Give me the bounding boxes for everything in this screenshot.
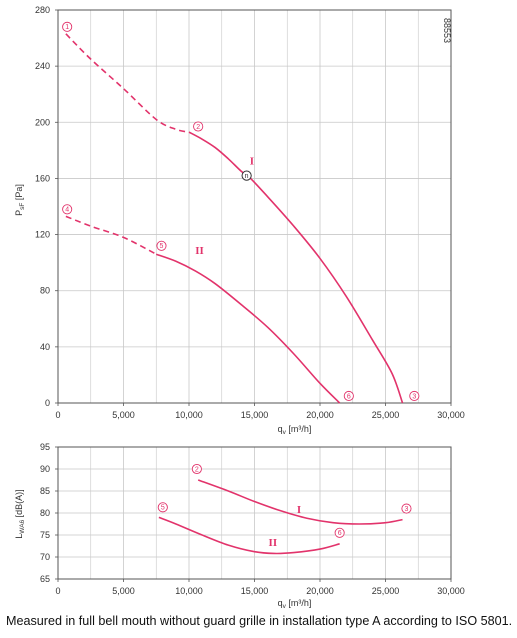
pressure-chart: 0 5,000 10,000 15,000 20,000 25,000 30,000 0 40 8… [14,5,465,436]
curve-label: I [297,504,301,516]
series-I-line [188,131,404,404]
y-tick-label: 80 [40,286,50,296]
point-marker-label: 5 [160,243,164,250]
point-marker-label: 4 [65,207,69,214]
x-tick-label: 30,000 [437,410,465,420]
point-marker-circle [409,390,420,402]
x-tick-label: 15,000 [241,410,269,420]
point-marker-circle [62,204,73,215]
x-tick-label: 20,000 [306,586,334,596]
x-tick-label: 0 [55,410,60,420]
series-II-line [158,516,340,555]
series-I-dashed [65,33,190,133]
y-tick-label: 280 [35,5,50,15]
point-marker-label: 2 [196,124,200,131]
point-marker-label: 5 [161,505,165,512]
series-I-line [197,479,403,525]
point-marker-label: 3 [412,393,416,400]
point-marker-circle [62,21,73,32]
x-tick-label: 25,000 [372,410,400,420]
y-tick-label: 90 [40,464,50,474]
y-tick-label: 75 [40,530,50,540]
curve-label: II [195,245,204,257]
y-tick-label: 70 [40,552,50,562]
x-tick-label: 25,000 [372,586,400,596]
point-marker-circle [334,527,345,538]
y-tick-label: 200 [35,117,50,127]
y-tick-label: 0 [45,398,50,408]
point-marker-label: 3 [405,506,409,513]
x-tick-label: 15,000 [241,586,269,596]
point-marker-circle [156,240,167,251]
y-tick-label: 85 [40,486,50,496]
y-axis-title: PsF [Pa] [14,184,26,216]
operating-point-label: n [245,173,249,180]
point-marker-circle [343,390,354,402]
x-tick-label: 30,000 [437,586,465,596]
y-tick-label: 120 [35,230,50,240]
y-tick-label: 160 [35,173,50,183]
x-tick-label: 0 [55,586,60,596]
x-tick-label: 10,000 [175,586,203,596]
point-marker-label: 6 [347,393,351,400]
series-II-dashed [65,215,157,255]
curve-label: I [250,155,254,167]
point-marker-circle [401,503,412,514]
sound-chart: 0 5,000 10,000 15,000 20,000 25,000 30,0006570… [14,442,465,610]
point-marker-circle [157,502,168,513]
x-tick-label: 5,000 [112,410,135,420]
point-marker-label: 1 [65,24,69,31]
x-axis-title: qv [m³/h] [278,424,312,436]
y-axis-title: LWA6 [dB(A)] [14,489,26,538]
caption: Measured in full bell mouth without guar… [6,614,513,628]
series-II-line [155,253,341,404]
point-marker-circle [193,121,204,132]
y-tick-label: 40 [40,342,50,352]
x-axis-title: qv [m³/h] [278,598,312,610]
y-tick-label: 95 [40,442,50,452]
operating-point [241,170,252,181]
x-tick-label: 20,000 [306,410,334,420]
y-tick-label: 65 [40,574,50,584]
point-marker-circle [191,463,202,475]
point-marker-label: 6 [338,530,342,537]
curve-label: II [269,537,278,549]
point-marker-label: 2 [195,466,199,473]
x-tick-label: 5,000 [112,586,135,596]
x-tick-label: 10,000 [175,410,203,420]
figure-code: 88553 [442,18,452,43]
y-tick-label: 80 [40,508,50,518]
y-tick-label: 240 [35,61,50,71]
